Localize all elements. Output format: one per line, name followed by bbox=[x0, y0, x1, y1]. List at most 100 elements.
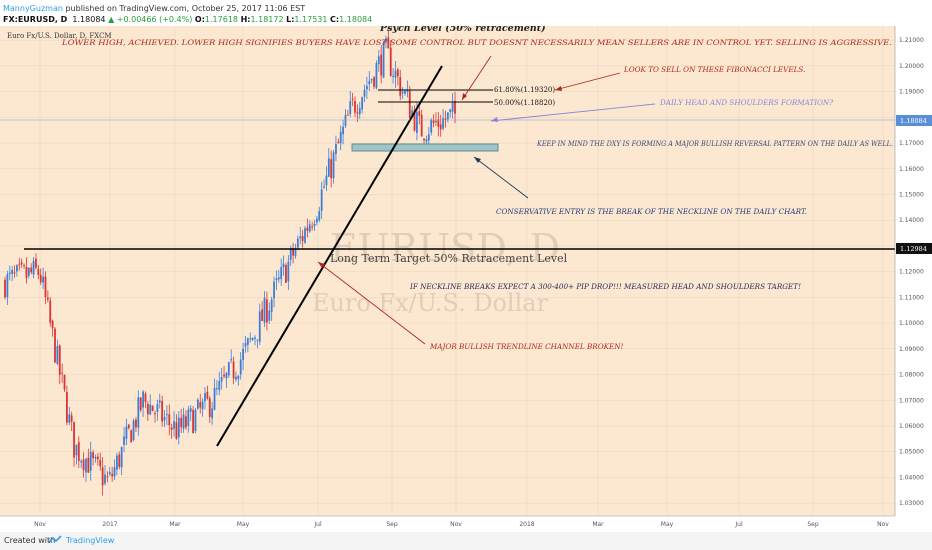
last-price: 1.18084 bbox=[72, 15, 106, 24]
candle-body bbox=[58, 345, 61, 375]
candle-body bbox=[96, 456, 99, 460]
candle-body bbox=[444, 118, 447, 120]
candle-body bbox=[435, 121, 437, 123]
y-tick-label: 1.21000 bbox=[899, 37, 924, 44]
publish-info: published on TradingView.com, October 25… bbox=[65, 4, 306, 13]
candle-body bbox=[361, 97, 364, 110]
candle-body bbox=[430, 119, 433, 133]
candle-body bbox=[199, 402, 202, 408]
candle-body bbox=[423, 138, 425, 141]
y-tick-label: 1.16000 bbox=[899, 166, 924, 173]
y-tick-label: 1.03000 bbox=[899, 500, 924, 507]
annotation-pip-note: IF NECKLINE BREAKS EXPECT A 300-400+ PIP… bbox=[409, 282, 801, 291]
x-axis[interactable]: Nov 2017 Mar May Jul Sep Nov 2018 Mar May Jul Sep No… bbox=[0, 515, 895, 528]
candle-body bbox=[342, 126, 344, 135]
candle-body bbox=[201, 401, 204, 410]
candle-body bbox=[275, 278, 278, 281]
created-with-label: Created with bbox=[4, 536, 56, 545]
candle-body bbox=[394, 70, 397, 78]
grid bbox=[0, 26, 895, 516]
series-legend: Euro Fx/U.S. Dollar, D, FXCM bbox=[7, 32, 112, 40]
candle-body bbox=[446, 112, 449, 120]
candle-body bbox=[213, 387, 216, 410]
x-tick-label: 2017 bbox=[102, 521, 117, 528]
candle-body bbox=[325, 175, 328, 186]
arrow-entry bbox=[473, 156, 529, 199]
trendline[interactable] bbox=[216, 65, 443, 447]
candle-body bbox=[408, 90, 411, 118]
candle-body bbox=[89, 451, 92, 471]
neckline-zone[interactable] bbox=[351, 143, 499, 152]
candle-body bbox=[239, 359, 242, 375]
candle-body bbox=[142, 391, 144, 408]
candle-body bbox=[223, 374, 225, 377]
candle-body bbox=[316, 218, 318, 223]
candle-body bbox=[454, 101, 456, 114]
candle-body bbox=[99, 460, 102, 467]
y-tick-label: 1.17000 bbox=[899, 140, 924, 147]
candle-body bbox=[218, 381, 221, 391]
candle-body bbox=[187, 409, 190, 426]
candle-body bbox=[308, 224, 311, 232]
candle-body bbox=[406, 90, 409, 92]
candle-body bbox=[30, 267, 33, 273]
candle-body bbox=[351, 98, 354, 100]
candle-body bbox=[23, 265, 25, 267]
candle-body bbox=[320, 189, 323, 211]
x-tick-label: Mar bbox=[169, 521, 181, 528]
candle-body bbox=[289, 247, 292, 260]
author-link[interactable]: MannyGuzman bbox=[3, 4, 63, 13]
candle-body bbox=[75, 444, 78, 456]
candle-body bbox=[154, 413, 156, 415]
candle-body bbox=[311, 226, 314, 228]
candle-body bbox=[82, 459, 85, 471]
y-tick-label: 1.20000 bbox=[899, 63, 924, 70]
candle-body bbox=[282, 263, 285, 268]
candle-body bbox=[373, 77, 375, 87]
arrow-head-icon bbox=[318, 262, 325, 268]
candle-body bbox=[344, 114, 347, 126]
candle-body bbox=[106, 476, 109, 478]
candle-body bbox=[451, 102, 454, 112]
candle-body bbox=[227, 362, 230, 376]
x-tick-label: Nov bbox=[34, 521, 46, 528]
candle-body bbox=[366, 85, 368, 90]
candle-body bbox=[120, 447, 123, 468]
tradingview-link[interactable]: TradingView bbox=[66, 536, 115, 545]
candle-body bbox=[346, 114, 349, 116]
x-tick-label: Jul bbox=[734, 521, 743, 528]
arrow-head-icon bbox=[462, 93, 467, 100]
candle-body bbox=[61, 372, 64, 374]
chart-header: MannyGuzman published on TradingView.com… bbox=[0, 0, 932, 26]
x-tick-label: Sep bbox=[807, 521, 819, 528]
annotation-entry-note: CONSERVATIVE ENTRY IS THE BREAK OF THE N… bbox=[496, 207, 807, 216]
candle-body bbox=[382, 42, 385, 78]
candle-body bbox=[20, 262, 23, 265]
candle-body bbox=[25, 266, 28, 278]
candle-body bbox=[220, 376, 223, 382]
candle-body bbox=[356, 112, 359, 114]
level-tag-box bbox=[896, 243, 932, 254]
x-tick-label: Sep bbox=[386, 521, 398, 528]
candle-body bbox=[285, 265, 287, 283]
candle-body bbox=[437, 119, 440, 127]
candle-body bbox=[323, 186, 325, 188]
arrow-head-icon bbox=[555, 86, 562, 91]
fib-61-label: 61.80%(1.19320) bbox=[494, 86, 555, 94]
ohlc-low: 1.17531 bbox=[294, 15, 328, 24]
annotation-dxy-note: KEEP IN MIND THE DXY IS FORMING A MAJOR … bbox=[536, 139, 893, 148]
y-tick-label: 1.06000 bbox=[899, 423, 924, 430]
candle-body bbox=[44, 276, 47, 298]
candle-body bbox=[13, 272, 16, 274]
candle-body bbox=[332, 152, 335, 178]
price-change: +0.00466 (+0.4%) bbox=[116, 15, 193, 24]
price-tag: 1.18084 bbox=[896, 115, 932, 126]
x-tick-label: Mar bbox=[592, 521, 604, 528]
candle-body bbox=[80, 461, 83, 463]
price-chart[interactable]: EURUSD, D Euro Fx/U.S. Dollar Euro Fx/U.… bbox=[0, 26, 932, 532]
x-tick-label: Nov bbox=[877, 521, 889, 528]
candle-body bbox=[4, 279, 6, 298]
annotation-hs-note: DAILY HEAD AND SHOULDERS FORMATION? bbox=[659, 98, 833, 107]
candle-body bbox=[49, 300, 52, 323]
candle-body bbox=[349, 100, 352, 115]
